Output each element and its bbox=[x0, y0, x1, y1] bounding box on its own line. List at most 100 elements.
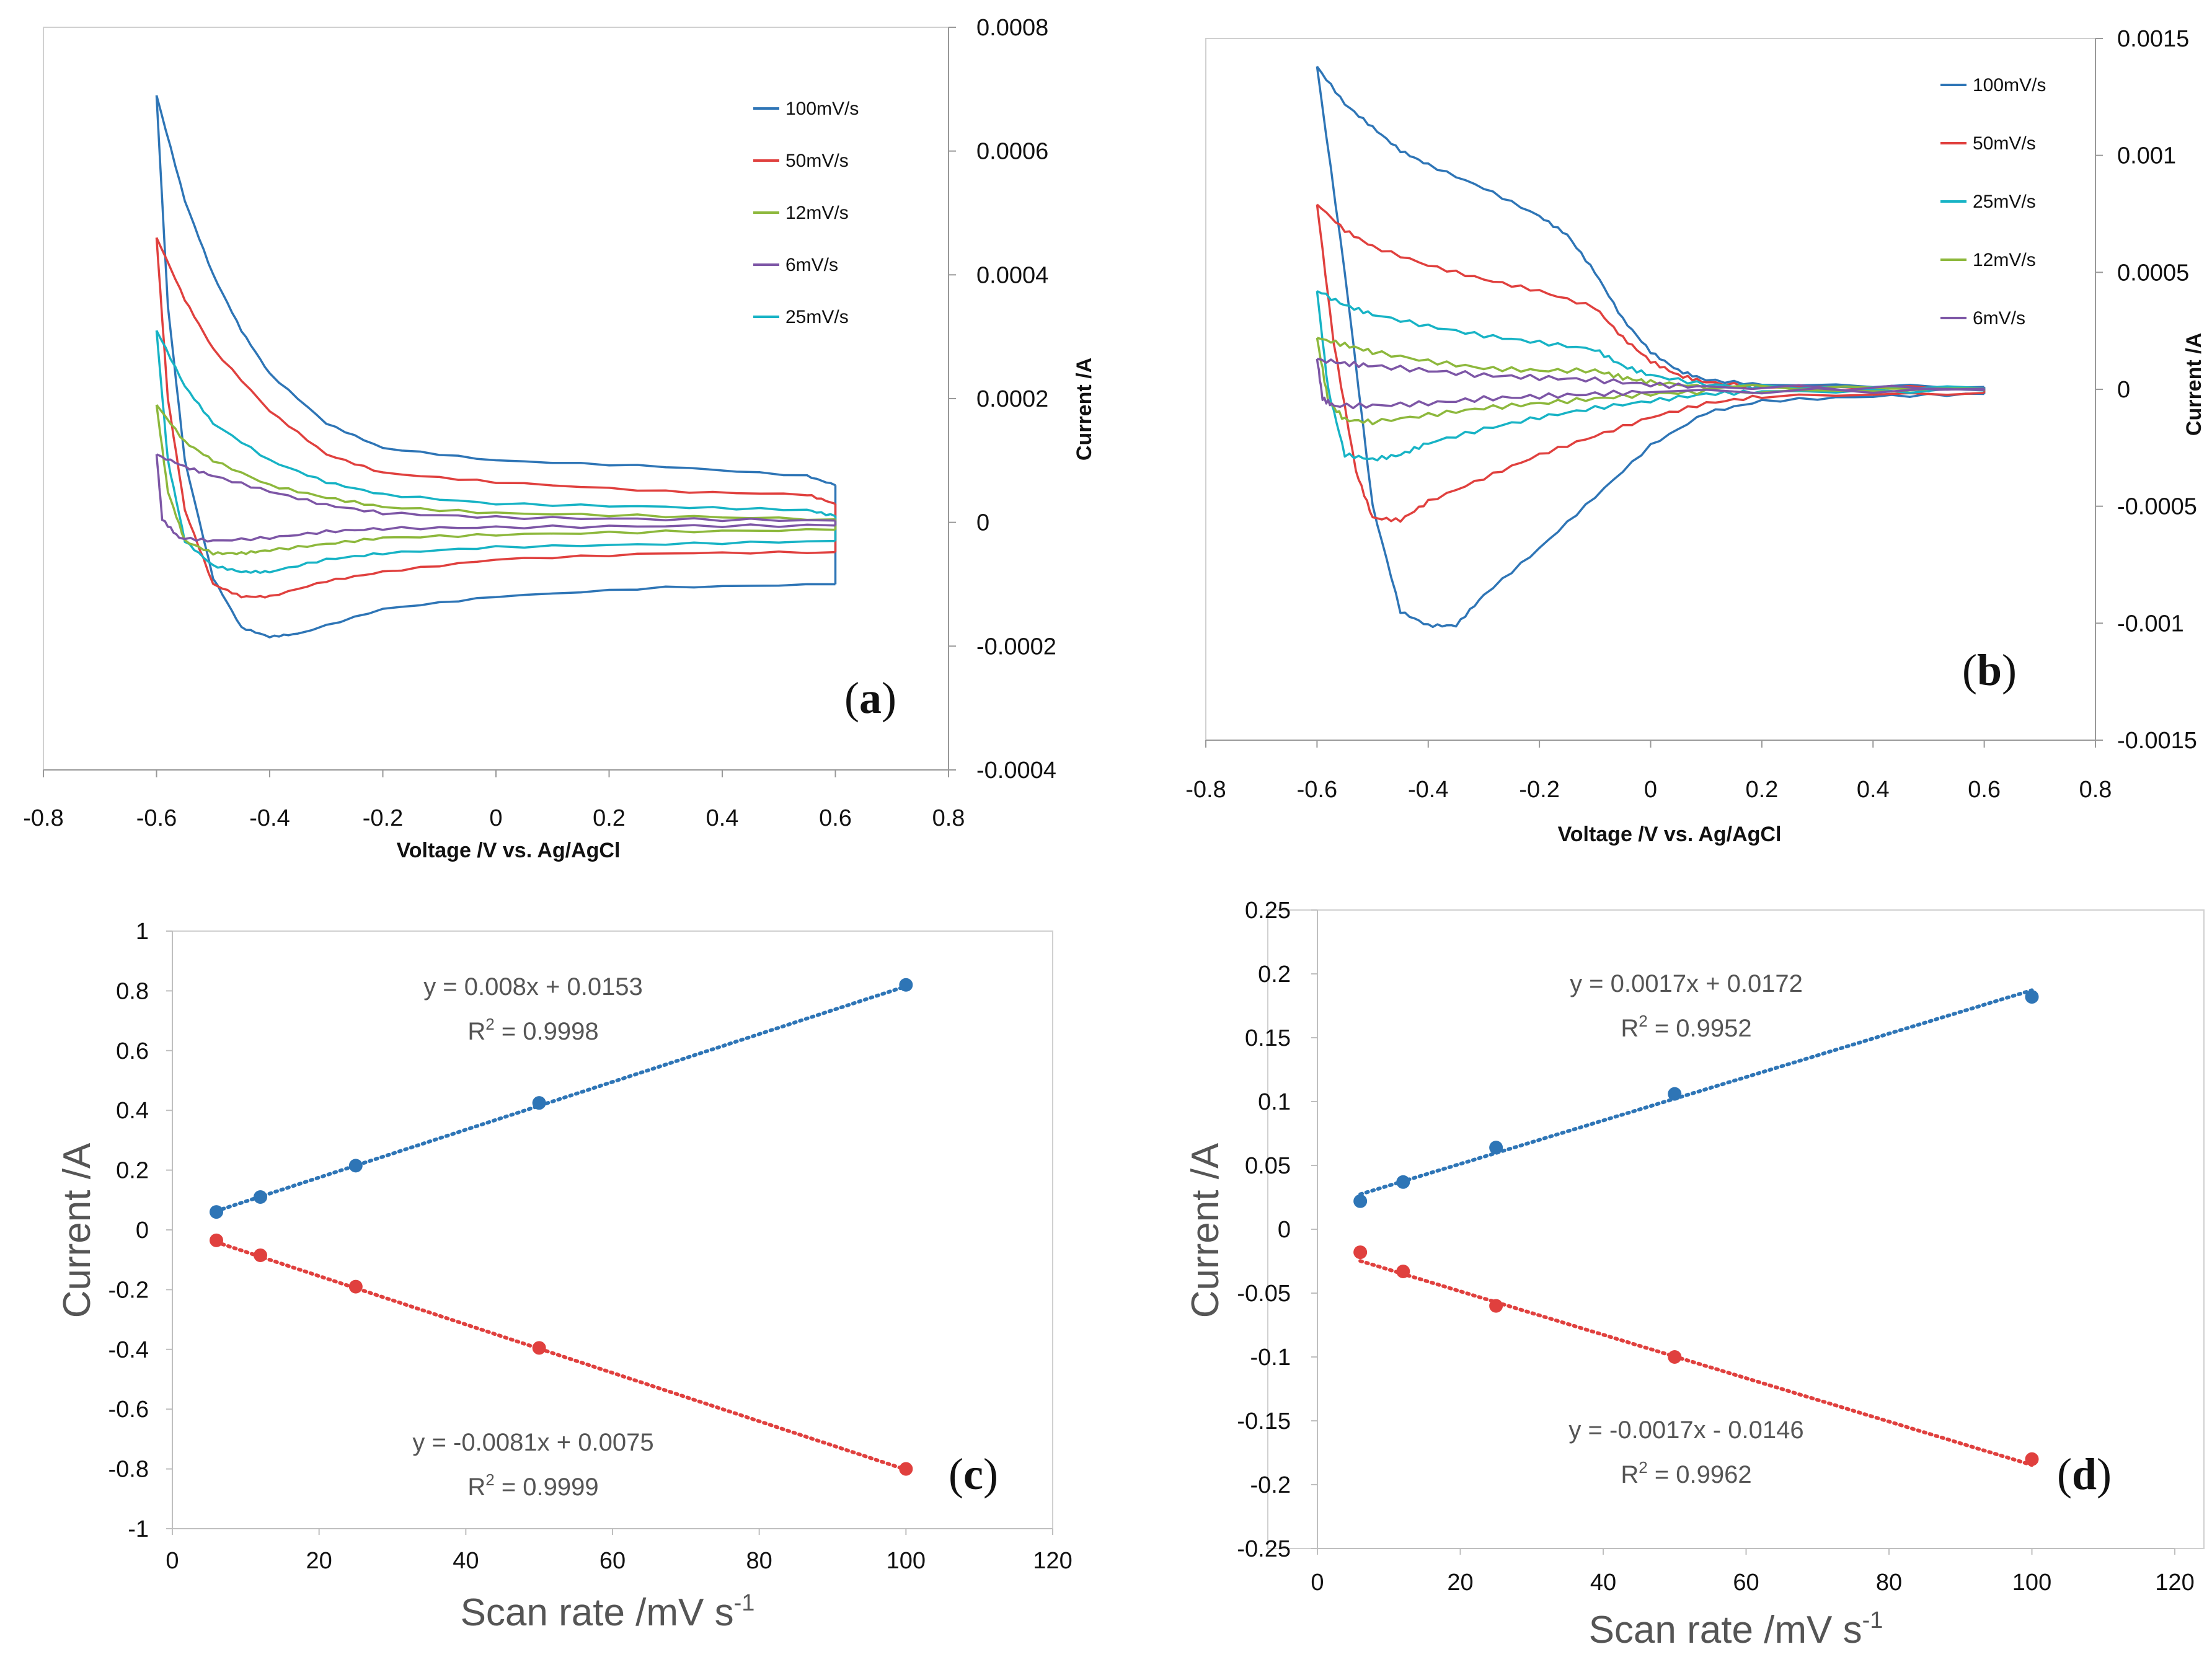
b-legend-entry: 6mV/s bbox=[1973, 308, 2025, 329]
a-legend-entry: 25mV/s bbox=[785, 307, 849, 327]
panel-c-tick-labels: 0 20 40 60 80 100 120 -1 -0.8 -0.6 -0.4 -0.2 0 0.2 0.4… bbox=[108, 919, 1073, 1574]
c-y-tick-label: -0.6 bbox=[108, 1397, 149, 1423]
c-x-tick-label: 0 bbox=[166, 1548, 179, 1574]
c-r-squared-cathodic: R2 = 0.9999 bbox=[467, 1470, 598, 1501]
c-point-anodic bbox=[254, 1190, 267, 1204]
c-x-tick-label: 100 bbox=[887, 1548, 926, 1574]
b-x-tick-label: -0.4 bbox=[1408, 777, 1448, 803]
panel-c-frame bbox=[172, 930, 1053, 1529]
a-legend-entry: 100mV/s bbox=[785, 99, 859, 119]
panel-b-series bbox=[1316, 66, 1986, 629]
b-legend-entry: 50mV/s bbox=[1973, 133, 2036, 154]
d-y-tick-label: 0.05 bbox=[1245, 1153, 1291, 1179]
d-point-anodic bbox=[1396, 1175, 1410, 1189]
panel-d-frame bbox=[1267, 909, 2205, 1549]
panel-a-cv-chart: -0.8 -0.6 -0.4 -0.2 0 0.2 0.4 0.6 0.8 -0.0004 -0.0… bbox=[23, 15, 1096, 862]
b-curve-6mV-s-reverse bbox=[1316, 358, 1984, 410]
a-curve-6mV-s-forward bbox=[156, 453, 836, 523]
a-legend-entry: 6mV/s bbox=[785, 255, 838, 275]
panel-a-legend: 100mV/s 50mV/s 12mV/s 6mV/s 25mV/s bbox=[753, 99, 859, 327]
a-y-tick-label: 0 bbox=[976, 510, 989, 536]
panel-b-x-axis-label: Voltage /V vs. Ag/AgCl bbox=[1558, 823, 1782, 846]
c-trendline-cathodic bbox=[215, 1240, 908, 1472]
panel-c-axes bbox=[166, 930, 1053, 1535]
panel-b-tick-labels: -0.8 -0.6 -0.4 -0.2 0 0.2 0.4 0.6 0.8-0.0015 -0.0… bbox=[1185, 26, 2197, 803]
a-x-tick-label: -0.6 bbox=[136, 805, 177, 831]
b-y-tick-label: 0.001 bbox=[2117, 143, 2176, 169]
panel-a-series bbox=[155, 95, 837, 638]
a-x-tick-label: 0.2 bbox=[593, 805, 626, 831]
d-x-tick-label: 40 bbox=[1590, 1570, 1616, 1596]
b-x-tick-label: 0 bbox=[1644, 777, 1657, 803]
d-trendline-cathodic bbox=[1358, 1259, 2034, 1467]
panel-d-x-axis-label: Scan rate /mV s-1 bbox=[1589, 1607, 1883, 1651]
a-x-tick-label: 0.8 bbox=[932, 805, 965, 831]
a-x-tick-label: 0.4 bbox=[706, 805, 739, 831]
panel-b-y-axis-label: Current /A bbox=[2182, 333, 2206, 436]
c-point-anodic bbox=[532, 1096, 546, 1110]
b-y-tick-label: 0.0005 bbox=[2117, 260, 2189, 286]
panel-a-label: (a) bbox=[844, 673, 896, 723]
a-curve-100mV-s-forward bbox=[155, 95, 836, 487]
c-y-tick-label: 0.8 bbox=[116, 978, 149, 1004]
b-x-tick-label: -0.6 bbox=[1297, 777, 1337, 803]
d-x-tick-label: 60 bbox=[1733, 1570, 1759, 1596]
b-curve-25mV-s-forward bbox=[1316, 289, 1984, 390]
d-point-cathodic bbox=[1489, 1299, 1503, 1313]
b-curve-12mV-s-reverse bbox=[1316, 337, 1984, 426]
a-x-tick-label: 0 bbox=[489, 805, 502, 831]
b-x-tick-label: 0.2 bbox=[1745, 777, 1778, 803]
c-y-tick-label: 0.6 bbox=[116, 1038, 149, 1064]
d-x-tick-label: 100 bbox=[2012, 1570, 2051, 1596]
panel-b-label: (b) bbox=[1962, 645, 2017, 695]
c-y-tick-label: -0.8 bbox=[108, 1457, 149, 1483]
d-point-anodic bbox=[1489, 1141, 1503, 1155]
d-point-cathodic bbox=[1353, 1245, 1368, 1260]
b-curve-50mV-s-reverse bbox=[1316, 204, 1984, 523]
a-x-tick-label: -0.8 bbox=[23, 805, 63, 831]
d-point-anodic bbox=[2025, 990, 2039, 1004]
b-legend-entry: 25mV/s bbox=[1973, 192, 2036, 212]
panel-b-legend: 100mV/s 50mV/s 25mV/s 12mV/s 6mV/s bbox=[1940, 75, 2046, 329]
a-y-tick-label: -0.0002 bbox=[976, 634, 1056, 660]
panel-d-label: (d) bbox=[2057, 1449, 2112, 1499]
a-y-tick-label: 0.0004 bbox=[976, 262, 1048, 288]
b-legend-entry: 100mV/s bbox=[1973, 75, 2046, 95]
d-y-tick-label: 0.15 bbox=[1245, 1025, 1291, 1051]
panel-b-cv-chart: -0.8 -0.6 -0.4 -0.2 0 0.2 0.4 0.6 0.8-0.0015 -0.0… bbox=[1185, 26, 2206, 846]
c-point-cathodic bbox=[210, 1233, 223, 1247]
panel-a-x-axis-label: Voltage /V vs. Ag/AgCl bbox=[397, 839, 621, 862]
a-y-tick-label: 0.0006 bbox=[976, 139, 1048, 165]
a-legend-entry: 50mV/s bbox=[785, 151, 849, 171]
d-y-tick-label: -0.25 bbox=[1237, 1536, 1291, 1562]
b-x-tick-label: 0.6 bbox=[1968, 777, 2001, 803]
a-curve-50mV-s-reverse bbox=[155, 237, 836, 599]
b-curve-100mV-s-forward bbox=[1316, 66, 1984, 389]
b-y-tick-label: 0.0015 bbox=[2117, 26, 2189, 52]
c-y-tick-label: -0.2 bbox=[108, 1277, 149, 1303]
c-y-tick-label: 0 bbox=[136, 1217, 149, 1244]
panel-c-annotations: y = 0.008x + 0.0153 R2 = 0.9998 y = -0.008… bbox=[412, 973, 653, 1501]
d-y-tick-label: 0.25 bbox=[1245, 898, 1291, 924]
b-curve-25mV-s-reverse bbox=[1316, 291, 1984, 462]
a-x-tick-label: -0.4 bbox=[249, 805, 290, 831]
c-x-tick-label: 120 bbox=[1033, 1548, 1072, 1574]
c-point-cathodic bbox=[254, 1248, 267, 1262]
panel-d-scan-rate-chart: 0 20 40 60 80 100 120 -0.25 -0.2 -0.15 -0.1 -0.05 0 0… bbox=[1184, 898, 2205, 1651]
panel-a-frame bbox=[43, 27, 949, 771]
a-curve-12mV-s-forward bbox=[156, 404, 836, 521]
d-x-tick-label: 0 bbox=[1311, 1570, 1324, 1596]
c-y-tick-label: 0.2 bbox=[116, 1158, 149, 1184]
d-r-squared-cathodic: R2 = 0.9962 bbox=[1621, 1458, 1751, 1488]
c-point-cathodic bbox=[348, 1279, 363, 1294]
a-curve-50mV-s-forward bbox=[155, 237, 836, 505]
c-x-tick-label: 60 bbox=[599, 1548, 626, 1574]
b-y-tick-label: 0 bbox=[2117, 377, 2130, 403]
a-y-tick-label: 0.0008 bbox=[976, 15, 1048, 41]
d-equation-anodic: y = 0.0017x + 0.0172 bbox=[1570, 970, 1803, 997]
c-point-cathodic bbox=[899, 1462, 913, 1476]
d-y-tick-label: 0.1 bbox=[1258, 1089, 1291, 1115]
d-y-tick-label: -0.2 bbox=[1250, 1472, 1291, 1498]
panel-c-y-axis-label: Current /A bbox=[56, 1142, 99, 1318]
d-point-cathodic bbox=[2025, 1452, 2039, 1466]
